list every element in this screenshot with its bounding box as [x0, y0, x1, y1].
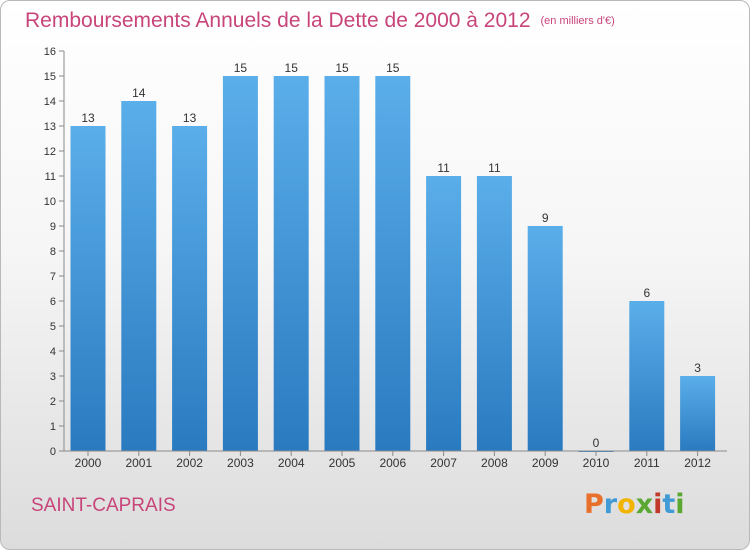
x-tick-label: 2002 [176, 456, 203, 470]
logo-letter: x [635, 489, 654, 520]
logo-letter: i [653, 489, 663, 520]
data-label: 15 [285, 61, 299, 75]
x-tick-label: 2009 [532, 456, 559, 470]
commune-name: SAINT-CAPRAIS [31, 495, 176, 516]
x-tick-label: 2006 [379, 456, 406, 470]
bar [629, 301, 665, 451]
proxiti-logo[interactable]: Proxiti [584, 489, 685, 520]
logo-letter: o [617, 489, 636, 520]
logo-letter: P [584, 489, 604, 520]
x-tick-label: 2001 [125, 456, 152, 470]
data-label: 14 [132, 86, 146, 100]
x-axis: 2000 2001 2002 2003 2004 2005 2006 2007 2008 2009… [64, 450, 727, 470]
x-tick-label: 2004 [278, 456, 305, 470]
x-tick-label: 2007 [430, 456, 457, 470]
y-tick-label: 1 [50, 421, 56, 433]
chart-title: Remboursements Annuels de la Dette de 20… [25, 9, 615, 33]
bar [121, 101, 157, 451]
bar [426, 176, 462, 451]
data-label: 11 [488, 161, 501, 175]
y-tick-label: 2 [50, 396, 56, 408]
unit-label: (en milliers d'€) [540, 15, 615, 27]
y-tick-label: 16 [44, 46, 56, 58]
y-tick-label: 13 [44, 121, 56, 133]
bar [527, 226, 563, 451]
x-tick-label: 2003 [227, 456, 254, 470]
title-text: Remboursements Annuels de la Dette de 20… [25, 9, 531, 32]
y-tick-label: 10 [44, 196, 56, 208]
x-tick-label: 2005 [329, 456, 356, 470]
y-tick-label: 15 [44, 71, 56, 83]
y-tick-label: 4 [50, 346, 56, 358]
data-label: 15 [386, 61, 400, 75]
bar [375, 76, 411, 451]
y-tick-label: 9 [50, 221, 56, 233]
y-tick-label: 12 [44, 146, 56, 158]
bar [172, 126, 208, 451]
x-tick-label: 2010 [583, 456, 610, 470]
x-tick-label: 2008 [481, 456, 508, 470]
x-tick-label: 2000 [75, 456, 102, 470]
y-tick-label: 0 [50, 446, 56, 458]
bar [70, 126, 106, 451]
data-label: 11 [437, 161, 450, 175]
data-label: 13 [183, 111, 197, 125]
x-tick-label: 2012 [684, 456, 711, 470]
data-label: 15 [335, 61, 349, 75]
bars: 13 14 13 15 15 15 15 11 11 9 0 6 3 [70, 61, 716, 452]
x-tick-label: 2011 [634, 456, 660, 470]
y-tick-label: 7 [50, 271, 56, 283]
bar [273, 76, 309, 451]
y-tick-label: 11 [45, 171, 56, 183]
y-tick-label: 3 [50, 371, 56, 383]
data-label: 3 [694, 361, 701, 375]
bar [222, 76, 258, 451]
data-label: 13 [81, 111, 95, 125]
y-tick-label: 14 [44, 96, 56, 108]
bar [476, 176, 512, 451]
y-tick-label: 6 [50, 296, 56, 308]
data-label: 0 [593, 436, 600, 450]
logo-letter: i [675, 489, 685, 520]
bar [324, 76, 360, 451]
data-label: 6 [643, 286, 650, 300]
y-tick-label: 5 [50, 321, 56, 333]
y-tick-label: 8 [50, 246, 56, 258]
logo-letter: r [603, 489, 618, 520]
logo-letter: t [662, 489, 676, 520]
bar [680, 376, 716, 451]
data-label: 9 [542, 211, 549, 225]
data-label: 15 [234, 61, 248, 75]
